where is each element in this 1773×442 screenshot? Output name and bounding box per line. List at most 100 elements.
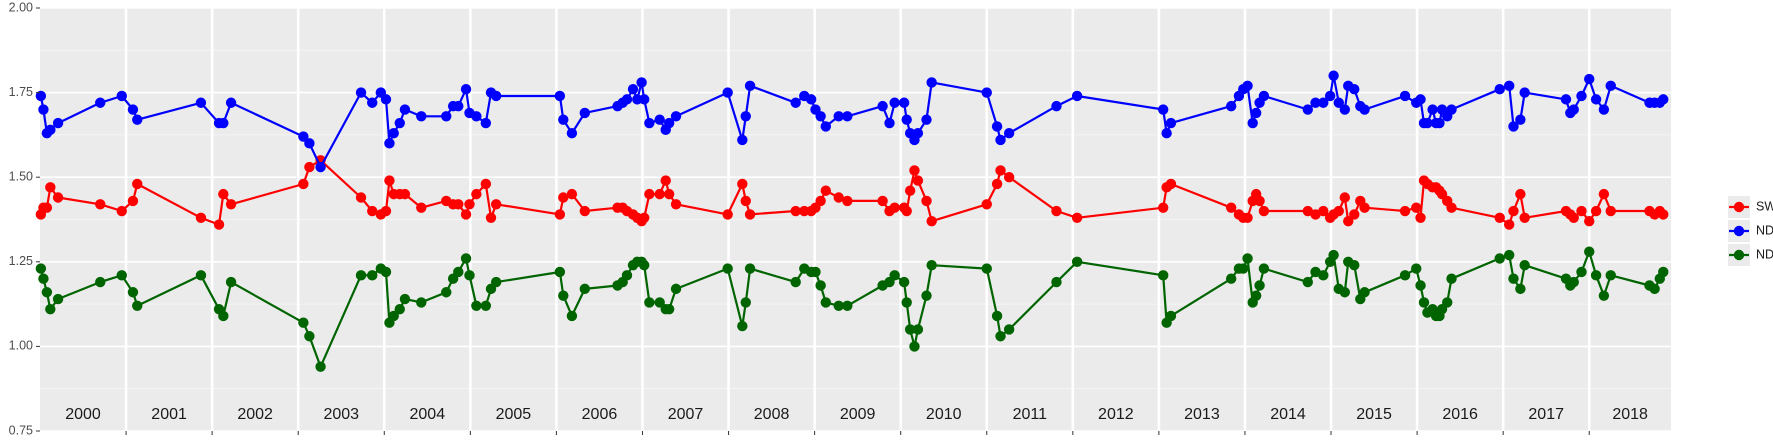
- data-point: [1446, 202, 1457, 213]
- data-point: [670, 283, 682, 295]
- data-point: [95, 97, 106, 108]
- data-point: [315, 161, 326, 173]
- grid: [40, 7, 1671, 432]
- data-point: [315, 361, 326, 372]
- data-point: [485, 212, 497, 224]
- legend-marker: [1733, 225, 1745, 237]
- data-point: [52, 117, 64, 129]
- data-point: [45, 124, 56, 136]
- data-point: [639, 259, 650, 271]
- data-point: [453, 100, 464, 112]
- data-point: [1302, 205, 1313, 217]
- data-point: [558, 192, 569, 203]
- data-point: [1658, 94, 1669, 105]
- data-point: [833, 300, 844, 311]
- data-point: [1411, 263, 1422, 274]
- data-point: [1003, 128, 1015, 139]
- data-point: [380, 205, 392, 217]
- data-point: [912, 175, 924, 186]
- data-point: [1318, 97, 1329, 108]
- data-point: [213, 219, 225, 230]
- data-point: [399, 293, 411, 305]
- data-point: [1508, 273, 1519, 284]
- year-label: 2010: [926, 406, 962, 423]
- data-point: [384, 175, 395, 186]
- data-point: [737, 320, 748, 332]
- data-point: [654, 188, 665, 200]
- y-tick-label: 1.00: [9, 339, 33, 353]
- data-point: [298, 317, 309, 328]
- data-point: [1318, 205, 1329, 217]
- axes: 0.75 1.00 1.25 1.50 1.75 2.00 2000 2001 2002 2003…: [9, 0, 1648, 437]
- data-point: [1446, 104, 1457, 115]
- data-point: [815, 195, 826, 207]
- legend: SWIR NDVI NDWI: [1728, 196, 1773, 266]
- data-point: [621, 270, 633, 281]
- legend-label: NDVI: [1756, 223, 1773, 237]
- data-point: [1590, 270, 1602, 281]
- data-point: [884, 117, 895, 129]
- data-point: [1310, 266, 1321, 278]
- data-point: [579, 107, 591, 119]
- legend-label: NDWI: [1756, 247, 1773, 261]
- data-point: [441, 111, 452, 122]
- data-point: [1415, 94, 1426, 105]
- data-point: [460, 209, 472, 220]
- data-point: [921, 114, 932, 125]
- legend-label: SWIR: [1756, 199, 1773, 213]
- data-point: [1157, 270, 1169, 281]
- data-point: [926, 77, 937, 88]
- data-point: [991, 178, 1003, 190]
- data-point: [909, 341, 920, 352]
- data-point: [399, 104, 411, 115]
- data-point: [1576, 205, 1587, 217]
- data-point: [1051, 276, 1062, 288]
- data-point: [367, 205, 378, 217]
- data-point: [1598, 188, 1610, 200]
- data-point: [1157, 202, 1169, 213]
- data-point: [95, 199, 106, 210]
- data-point: [132, 178, 143, 190]
- data-point: [218, 310, 229, 322]
- year-label: 2000: [65, 406, 101, 423]
- data-point: [1515, 114, 1526, 125]
- data-point: [218, 188, 229, 200]
- data-point: [1258, 205, 1270, 217]
- data-point: [639, 94, 650, 105]
- data-point: [1343, 215, 1354, 227]
- data-point: [842, 195, 853, 207]
- data-point: [1508, 121, 1519, 132]
- data-point: [1359, 202, 1370, 213]
- data-point: [901, 297, 912, 308]
- data-point: [218, 117, 229, 129]
- data-point: [1576, 90, 1587, 102]
- year-label: 2003: [323, 406, 359, 423]
- data-point: [367, 270, 378, 281]
- data-point: [1254, 195, 1265, 207]
- data-point: [1310, 97, 1321, 108]
- data-point: [1003, 172, 1015, 183]
- data-point: [904, 324, 916, 335]
- data-point: [1598, 290, 1610, 301]
- year-label: 2016: [1442, 406, 1478, 423]
- data-point: [921, 290, 932, 301]
- data-point: [1399, 90, 1411, 102]
- data-point: [132, 300, 143, 311]
- data-point: [41, 202, 53, 213]
- data-point: [1422, 117, 1433, 129]
- data-point: [820, 185, 832, 196]
- data-point: [1071, 212, 1083, 224]
- data-point: [1658, 209, 1669, 220]
- data-point: [621, 94, 633, 105]
- data-point: [127, 287, 139, 298]
- data-point: [926, 215, 937, 227]
- data-point: [1242, 80, 1253, 92]
- data-point: [805, 94, 817, 105]
- data-point: [909, 165, 920, 176]
- data-point: [1003, 324, 1015, 335]
- data-point: [744, 80, 756, 92]
- data-point: [1584, 73, 1595, 85]
- data-point: [1254, 280, 1265, 291]
- year-label: 2006: [582, 406, 618, 423]
